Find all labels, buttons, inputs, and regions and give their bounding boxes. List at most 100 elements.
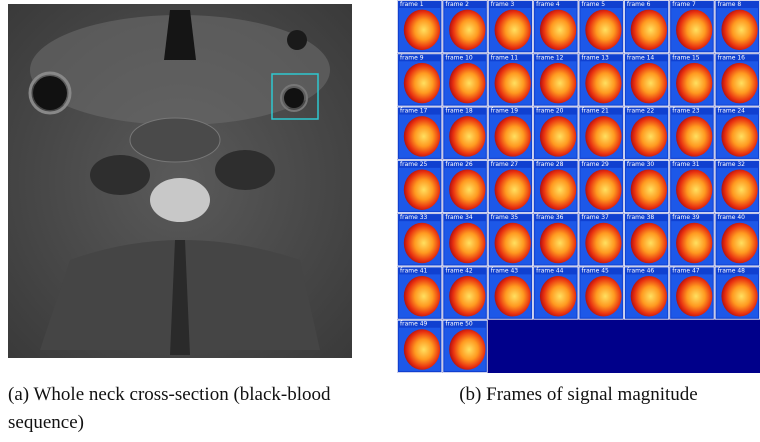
frame-signal [404, 116, 440, 156]
frame-label: frame 7 [672, 1, 696, 8]
frame-label: frame 12 [536, 54, 564, 61]
frame-signal [404, 169, 440, 209]
frame: frame 9 [398, 54, 442, 106]
frame-label: frame 28 [536, 161, 564, 168]
frame-label: frame 38 [627, 214, 655, 221]
frame: frame 44 [534, 267, 578, 319]
frame-signal [721, 10, 757, 50]
frame-label: frame 50 [445, 321, 473, 328]
frame-signal [585, 169, 621, 209]
frame-signal [404, 10, 440, 50]
frame-signal [540, 223, 576, 263]
frame-label: frame 39 [672, 214, 700, 221]
frame-signal [404, 223, 440, 263]
frame: frame 37 [579, 214, 623, 266]
frame-signal [404, 329, 440, 369]
frame-label: frame 14 [627, 54, 655, 61]
frame-label: frame 27 [491, 161, 519, 168]
frame-label: frame 23 [672, 108, 700, 115]
frame-label: frame 19 [491, 108, 519, 115]
frame: frame 38 [624, 214, 668, 266]
frame-signal [540, 116, 576, 156]
frame: frame 21 [579, 107, 623, 159]
frame: frame 49 [398, 320, 442, 372]
frame-label: frame 35 [491, 214, 519, 221]
frame-label: frame 40 [718, 214, 746, 221]
frame-signal [449, 223, 485, 263]
frame-label: frame 30 [627, 161, 655, 168]
frame-signal [631, 223, 667, 263]
frame: frame 32 [715, 160, 759, 212]
frame: frame 50 [443, 320, 487, 372]
figure: frame 1frame 2frame 3frame 4frame 5frame… [0, 0, 760, 442]
frame: frame 14 [624, 54, 668, 106]
frame: frame 17 [398, 107, 442, 159]
frame-signal [631, 116, 667, 156]
frame: frame 25 [398, 160, 442, 212]
frame: frame 43 [488, 267, 532, 319]
frame-label: frame 13 [582, 54, 610, 61]
frame-signal [449, 169, 485, 209]
frame-label: frame 49 [400, 321, 428, 328]
frame: frame 4 [534, 1, 578, 53]
frame-label: frame 20 [536, 108, 564, 115]
mri-image [8, 4, 352, 358]
frame-signal [540, 63, 576, 103]
frame-label: frame 48 [718, 267, 746, 274]
frame-signal [449, 116, 485, 156]
frame: frame 22 [624, 107, 668, 159]
frame-signal [540, 169, 576, 209]
frame: frame 28 [534, 160, 578, 212]
frame-label: frame 10 [445, 54, 473, 61]
frame-label: frame 5 [582, 1, 606, 8]
frame-signal [449, 276, 485, 316]
frame-signal [676, 63, 712, 103]
frame-signal [495, 169, 531, 209]
frame-label: frame 26 [445, 161, 473, 168]
frame: frame 20 [534, 107, 578, 159]
frame-signal [540, 10, 576, 50]
frame-signal [676, 169, 712, 209]
frame: frame 39 [670, 214, 714, 266]
frame-signal [404, 276, 440, 316]
frame-signal [585, 63, 621, 103]
frame: frame 23 [670, 107, 714, 159]
frame: frame 31 [670, 160, 714, 212]
frame-signal [495, 10, 531, 50]
frame: frame 18 [443, 107, 487, 159]
frame-label: frame 42 [445, 267, 473, 274]
frame: frame 11 [488, 54, 532, 106]
frame: frame 10 [443, 54, 487, 106]
frame-signal [404, 63, 440, 103]
caption-a: (a) Whole neck cross-section (black-bloo… [8, 381, 358, 437]
caption-b: (b) Frames of signal magnitude [397, 381, 760, 409]
frame-label: frame 4 [536, 1, 560, 8]
frame-signal [676, 116, 712, 156]
frame: frame 47 [670, 267, 714, 319]
frame: frame 7 [670, 1, 714, 53]
frame: frame 45 [579, 267, 623, 319]
frame-signal [449, 63, 485, 103]
frame: frame 2 [443, 1, 487, 53]
frame-signal [721, 63, 757, 103]
frame-label: frame 47 [672, 267, 700, 274]
frame: frame 8 [715, 1, 759, 53]
frame-label: frame 41 [400, 267, 428, 274]
frame-label: frame 2 [445, 1, 469, 8]
frame: frame 5 [579, 1, 623, 53]
frame: frame 6 [624, 1, 668, 53]
frame-label: frame 34 [445, 214, 473, 221]
frame-label: frame 46 [627, 267, 655, 274]
frame-signal [495, 63, 531, 103]
frame-label: frame 24 [718, 108, 746, 115]
frame-signal [676, 223, 712, 263]
frame-signal [631, 169, 667, 209]
frame-label: frame 17 [400, 108, 428, 115]
frame: frame 24 [715, 107, 759, 159]
frame-signal [585, 10, 621, 50]
frame-signal [676, 10, 712, 50]
frame-label: frame 6 [627, 1, 651, 8]
frame: frame 48 [715, 267, 759, 319]
frame: frame 35 [488, 214, 532, 266]
frame-label: frame 32 [718, 161, 746, 168]
